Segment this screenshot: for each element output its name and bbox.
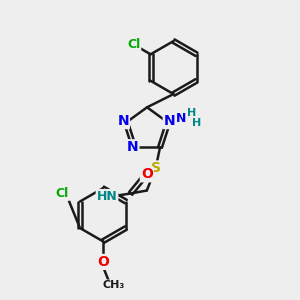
Text: N: N bbox=[117, 114, 129, 128]
Text: Cl: Cl bbox=[127, 38, 140, 51]
Text: N: N bbox=[176, 112, 187, 124]
Text: N: N bbox=[164, 114, 175, 128]
Text: Cl: Cl bbox=[56, 187, 69, 200]
Text: N: N bbox=[127, 140, 138, 154]
Text: H: H bbox=[192, 118, 202, 128]
Text: H: H bbox=[187, 108, 196, 118]
Text: HN: HN bbox=[97, 190, 117, 203]
Text: O: O bbox=[141, 167, 153, 181]
Text: CH₃: CH₃ bbox=[102, 280, 124, 290]
Text: S: S bbox=[151, 161, 160, 176]
Text: O: O bbox=[97, 255, 109, 269]
